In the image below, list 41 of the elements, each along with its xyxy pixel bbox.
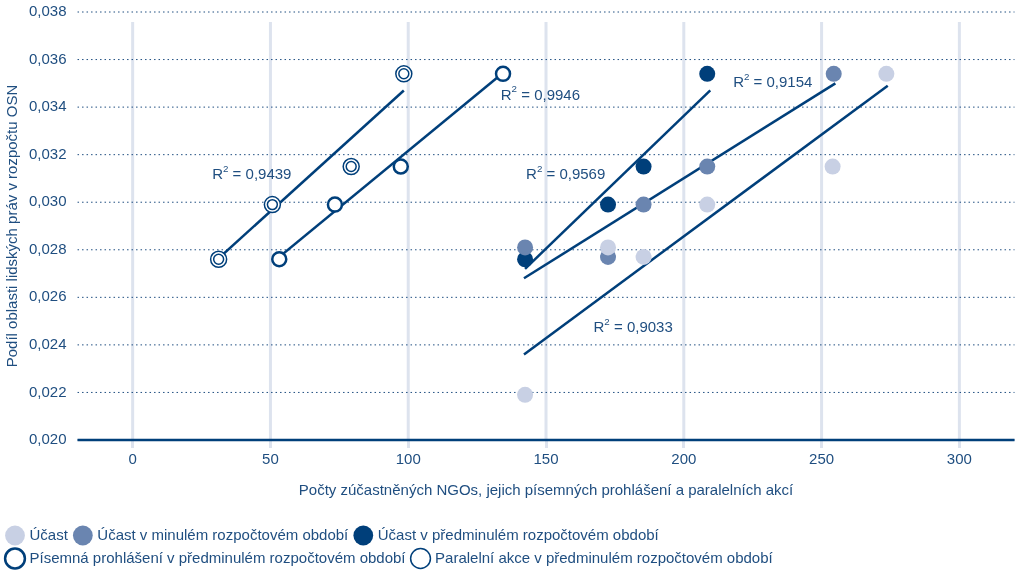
point (392, 158, 410, 175)
point (635, 248, 652, 265)
point (878, 65, 895, 82)
y-tick-label: 0,032 (28, 144, 67, 162)
y-tick-label: 0,020 (28, 430, 67, 448)
x-tick-label: 250 (809, 450, 835, 468)
legend-label: Účast (29, 525, 69, 543)
point (825, 65, 842, 82)
legend-label: Účast v předminulém rozpočtovém období (377, 525, 660, 543)
x-tick-label: 150 (533, 450, 559, 468)
legend-label: Účast v minulém rozpočtovém období (97, 525, 350, 543)
y-tick-label: 0,026 (28, 287, 67, 305)
y-tick-label: 0,038 (28, 2, 67, 20)
point (824, 158, 841, 175)
point (326, 196, 344, 213)
y-tick-label: 0,022 (28, 382, 67, 400)
point (635, 158, 652, 175)
y-tick-label: 0,030 (28, 192, 67, 210)
point (271, 251, 288, 268)
legend-label: Paralelní akce v předminulém rozpočtovém období (435, 548, 774, 566)
x-tick-label: 100 (395, 450, 421, 468)
point (600, 196, 617, 213)
point (517, 386, 534, 403)
point (699, 158, 716, 175)
x-axis-title: Počty zúčastněných NGOs, jejich písemných prohlášení a paralelních akcí (298, 481, 795, 499)
x-tick-label: 300 (946, 450, 972, 468)
y-axis-title: Podíl oblasti lidských práv v rozpočtu OSN (3, 84, 21, 368)
point (600, 239, 617, 256)
x-tick-label: 200 (671, 450, 697, 468)
y-tick-label: 0,028 (28, 239, 67, 257)
point (517, 239, 534, 256)
x-tick-label: 50 (262, 450, 279, 468)
point (699, 65, 716, 82)
legend-label: Písemná prohlášení v předminulém rozpočtovém období (29, 548, 407, 566)
point (635, 196, 652, 213)
point (494, 65, 512, 83)
point (699, 196, 716, 213)
y-tick-label: 0,034 (28, 97, 67, 115)
x-tick-label: 0 (128, 450, 137, 468)
y-tick-label: 0,036 (28, 49, 67, 67)
y-tick-label: 0,024 (28, 335, 67, 353)
